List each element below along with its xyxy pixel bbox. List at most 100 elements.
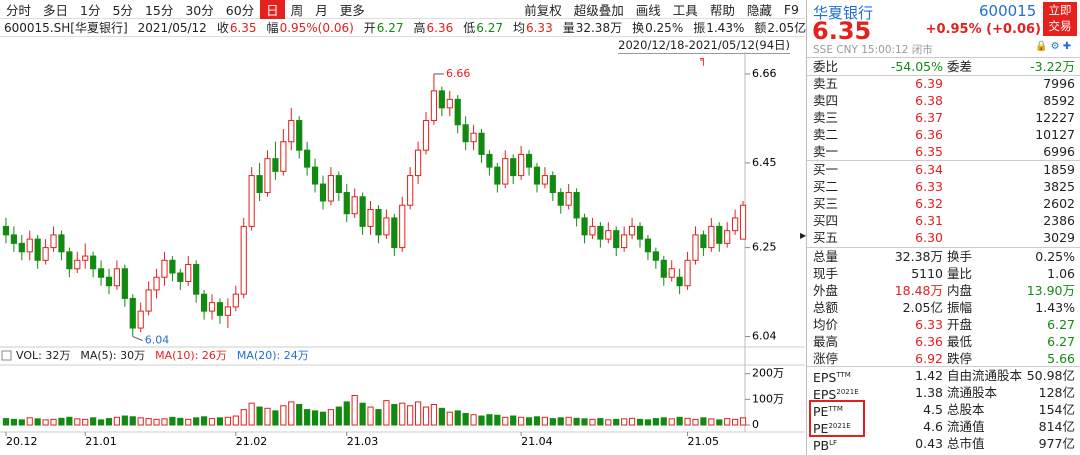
volume-legend: VOL: 32万: [16, 349, 70, 362]
y-tick-label: 6.04: [752, 330, 777, 343]
row: 现手 5110 量比 1.06: [807, 265, 1079, 282]
row: 1.42 自由流通股本 50.98亿 EPSTTM: [807, 367, 1079, 385]
candle-body: [343, 192, 350, 215]
price: 6.39: [915, 76, 943, 91]
candle-body: [597, 225, 604, 240]
candle-body: [613, 230, 620, 249]
row: 卖二 6.36 10127: [807, 126, 1079, 143]
value: 6.27: [1047, 317, 1075, 332]
row: 买二 6.33 3825: [807, 178, 1079, 195]
toolbar-item[interactable]: 前复权: [524, 2, 562, 18]
candle-body: [50, 234, 57, 249]
volume-bar: [34, 418, 41, 426]
value: 18.48万: [894, 283, 943, 298]
price: 6.35: [915, 144, 943, 159]
value: 5110: [911, 266, 943, 281]
x-tick-label: 21.05: [688, 435, 720, 448]
toolbar-item[interactable]: 分时: [6, 2, 32, 18]
quote-panel: 华夏银行 600015 立即 交易 6.35 +0.95% (+0.06) SSE…: [806, 0, 1080, 455]
field-value: 0.25%: [645, 20, 684, 35]
field-label: 收: [216, 21, 229, 35]
field-value: 32.38万: [575, 21, 623, 35]
volume-bar: [216, 417, 224, 426]
toolbar-item[interactable]: 帮助: [709, 2, 735, 18]
volume-bar: [169, 416, 176, 426]
candle-body: [700, 234, 707, 249]
label: 总市值: [947, 436, 985, 451]
toolbar-item[interactable]: 工具: [672, 2, 698, 18]
toolbar-item[interactable]: 1分: [80, 2, 101, 18]
volume-bar: [26, 417, 33, 426]
candle-body: [129, 297, 136, 329]
candle-body: [58, 234, 65, 253]
label: 卖五: [813, 76, 839, 91]
field-label: 振: [693, 21, 706, 35]
candle-body: [137, 310, 144, 329]
volume-bar: [375, 409, 382, 426]
toolbar-item[interactable]: 5分: [112, 2, 133, 18]
toolbar-item[interactable]: 更多: [339, 2, 365, 18]
label: 换手: [947, 249, 973, 264]
toolbar-item[interactable]: 月: [315, 2, 328, 18]
row: 买五 6.30 3029: [807, 229, 1079, 246]
candle-body: [494, 166, 501, 185]
volume-bar: [248, 402, 255, 426]
row: 卖三 6.37 12227: [807, 109, 1079, 126]
volume-bar: [684, 417, 691, 426]
icons[interactable]: 🔒 ⚙ ✚: [1035, 41, 1072, 52]
date-range[interactable]: 2020/12/18-2021/05/12(94日): [618, 38, 790, 54]
toolbar-item[interactable]: 隐藏: [746, 2, 772, 18]
candle-body: [414, 149, 422, 177]
toolbar: 分时 多日 1分 5分 15分 30分 60分日周月更多 前复权 超级叠加 画线 工具 帮助 隐藏 F9: [0, 0, 805, 19]
volume: 10127: [1035, 127, 1075, 142]
volume-bar: [18, 419, 25, 426]
candle-body: [351, 196, 358, 215]
superscript: TTM: [836, 371, 851, 379]
toolbar-item[interactable]: 周: [290, 2, 304, 18]
change: +0.95% (+0.06): [925, 22, 1041, 37]
volume-bar: [668, 418, 675, 426]
toolbar-item[interactable]: 15分: [144, 2, 174, 18]
label: 外盘: [813, 283, 839, 298]
toolbar-item[interactable]: 60分: [225, 2, 255, 18]
price: 6.34: [915, 162, 943, 177]
candle-body: [82, 255, 89, 261]
candle-body: [161, 259, 168, 278]
field-label: 均: [512, 21, 525, 35]
separator: [807, 75, 1080, 76]
value: 4.6: [923, 419, 943, 434]
volume-bar: [502, 416, 509, 426]
candle-body: [224, 306, 231, 316]
label: 开盘: [947, 317, 973, 332]
candle-body: [121, 268, 128, 299]
label: 买三: [813, 196, 839, 211]
value: 1.43%: [1035, 300, 1075, 315]
volume-legend: MA(5): 30万: [80, 349, 145, 362]
candle-body: [34, 238, 41, 261]
label: EPS2021E: [813, 387, 859, 403]
volume-bar: [208, 418, 216, 426]
volume-legend: MA(10): 26万: [155, 349, 227, 362]
toolbar-item[interactable]: 画线: [635, 2, 661, 18]
toolbar-item[interactable]: 30分: [185, 2, 214, 18]
field-label: 高: [413, 21, 426, 35]
volume: 12227: [1035, 110, 1075, 125]
toolbar-item[interactable]: 超级叠加: [573, 2, 624, 18]
toolbar-item[interactable]: F9: [783, 1, 799, 17]
toolbar-item[interactable]: 多日: [43, 2, 69, 18]
volume-bar: [613, 418, 620, 426]
arrow[interactable]: ▶: [800, 231, 807, 240]
volume-bar: [478, 415, 485, 426]
candle-body: [652, 251, 659, 261]
toolbar-item[interactable]: 日: [260, 0, 285, 19]
candle-body: [288, 120, 295, 143]
volume: 1859: [1043, 162, 1075, 177]
candle-body: [367, 208, 374, 227]
trade-button[interactable]: 立即 交易: [1043, 2, 1077, 36]
candle-body: [272, 158, 279, 172]
field-value: 1.43%: [706, 20, 745, 35]
candle-body: [177, 272, 184, 282]
candle-body: [240, 225, 247, 295]
label: 流通值: [947, 419, 985, 434]
candle-body: [565, 192, 572, 206]
